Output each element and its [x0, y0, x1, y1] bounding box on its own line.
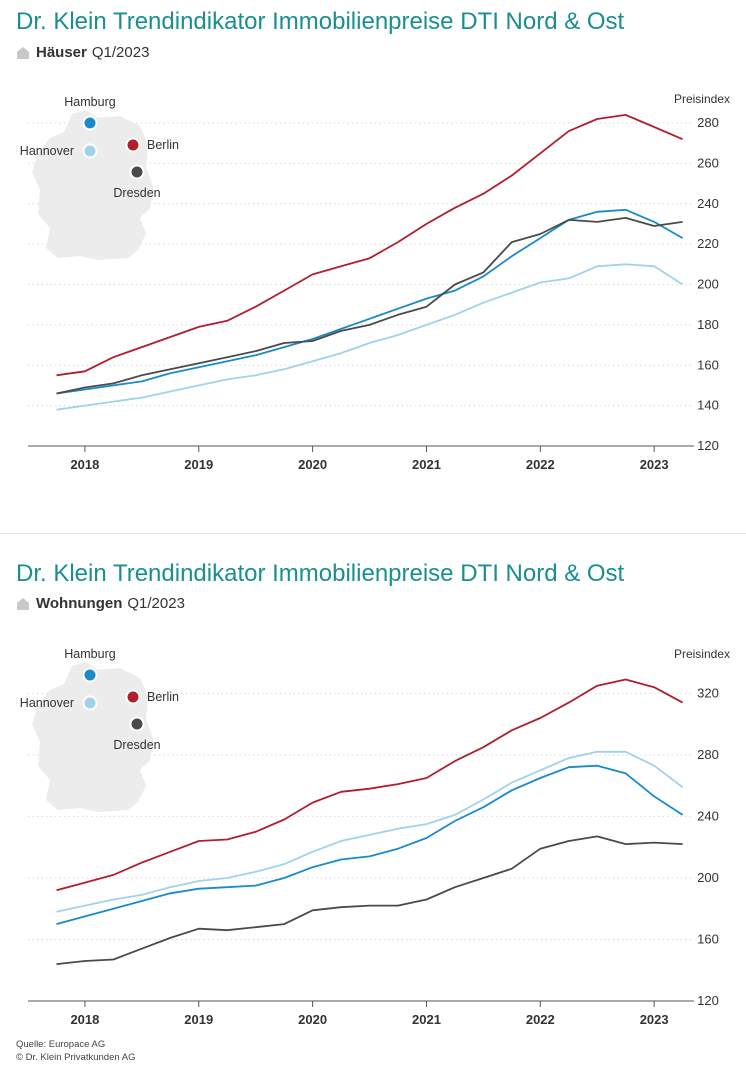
x-tick-label: 2022 [526, 1012, 555, 1027]
chart-title-houses: Dr. Klein Trendindikator Immobilienpreis… [16, 8, 625, 35]
germany-shape [32, 110, 154, 260]
x-tick-label: 2018 [70, 457, 99, 472]
series-line-hannover [56, 750, 684, 913]
section-divider [0, 533, 746, 534]
building-icon [17, 597, 29, 610]
city-marker-berlin [125, 137, 141, 153]
source-line: Quelle: Europace AG [16, 1039, 106, 1050]
city-label-hannover: Hannover [20, 144, 74, 158]
y-tick-label: 140 [697, 398, 719, 413]
y-tick-label: 200 [697, 870, 719, 885]
y-tick-label: 320 [697, 685, 719, 700]
series-line-dresden [56, 216, 683, 395]
y-tick-label: 240 [697, 196, 719, 211]
germany-shape [32, 662, 154, 812]
y-tick-label: 200 [697, 277, 719, 292]
y-tick-label: 160 [697, 357, 719, 372]
y-tick-label: 240 [697, 808, 719, 823]
city-label-berlin: Berlin [147, 138, 179, 152]
city-marker-hamburg [82, 667, 98, 683]
city-marker-hannover [82, 143, 98, 159]
city-label-hamburg: Hamburg [64, 95, 115, 109]
house-icon [17, 46, 29, 59]
y-axis-label: Preisindex [674, 92, 730, 106]
series-line-dresden [56, 835, 683, 965]
y-tick-label: 180 [697, 317, 719, 332]
city-label-hannover: Hannover [20, 696, 74, 710]
line-chart-houses: 120 140 160 180 200 220 240 260 280 Preisindex 201… [20, 92, 730, 472]
y-tick-label: 280 [697, 747, 719, 762]
subtitle-category: Häuser [36, 44, 87, 61]
y-axis-label: Preisindex [674, 647, 730, 661]
line-chart-apartments: 120 160 200 240 280 320 Preisindex 2018 2019 2020… [20, 647, 730, 1027]
series-line-hannover [56, 263, 684, 411]
germany-map: Hamburg Hannover Berlin Dresden [20, 95, 179, 260]
y-tick-label: 120 [697, 993, 719, 1008]
city-marker-dresden [129, 716, 145, 732]
germany-map: Hamburg Hannover Berlin Dresden [20, 647, 179, 812]
x-tick-label: 2019 [184, 1012, 213, 1027]
city-label-hamburg: Hamburg [64, 647, 115, 661]
chart-title-apartments: Dr. Klein Trendindikator Immobilienpreis… [16, 560, 625, 587]
series-line-berlin [56, 114, 683, 377]
y-tick-label: 160 [697, 931, 719, 946]
city-label-berlin: Berlin [147, 690, 179, 704]
city-marker-dresden [129, 164, 145, 180]
city-label-dresden: Dresden [113, 738, 160, 752]
subtitle-period: Q1/2023 [91, 44, 150, 61]
y-tick-label: 260 [697, 155, 719, 170]
subtitle-period: Q1/2023 [127, 595, 185, 612]
series-line-berlin [56, 678, 684, 892]
x-tick-label: 2019 [184, 457, 213, 472]
x-tick-label: 2018 [70, 1012, 99, 1027]
chart-subtitle-houses: Häuser Q1/2023 [16, 44, 149, 61]
series-line-hamburg [56, 764, 684, 925]
city-marker-berlin [125, 689, 141, 705]
y-tick-label: 220 [697, 236, 719, 251]
chart-subtitle-apartments: Wohnungen Q1/2023 [16, 595, 185, 612]
x-tick-label: 2021 [412, 1012, 441, 1027]
city-label-dresden: Dresden [113, 186, 160, 200]
x-tick-label: 2023 [640, 1012, 669, 1027]
y-tick-label: 120 [697, 438, 719, 453]
series-line-hamburg [56, 208, 684, 395]
copyright-line: © Dr. Klein Privatkunden AG [16, 1052, 136, 1063]
x-tick-label: 2023 [640, 457, 669, 472]
source-note: Quelle: Europace AG © Dr. Klein Privatku… [16, 1038, 135, 1064]
x-tick-label: 2021 [412, 457, 441, 472]
city-marker-hamburg [82, 115, 98, 131]
subtitle-category: Wohnungen [36, 595, 123, 612]
x-tick-label: 2020 [298, 457, 327, 472]
y-tick-label: 280 [697, 115, 719, 130]
city-marker-hannover [82, 695, 98, 711]
x-tick-label: 2022 [526, 457, 555, 472]
x-tick-label: 2020 [298, 1012, 327, 1027]
